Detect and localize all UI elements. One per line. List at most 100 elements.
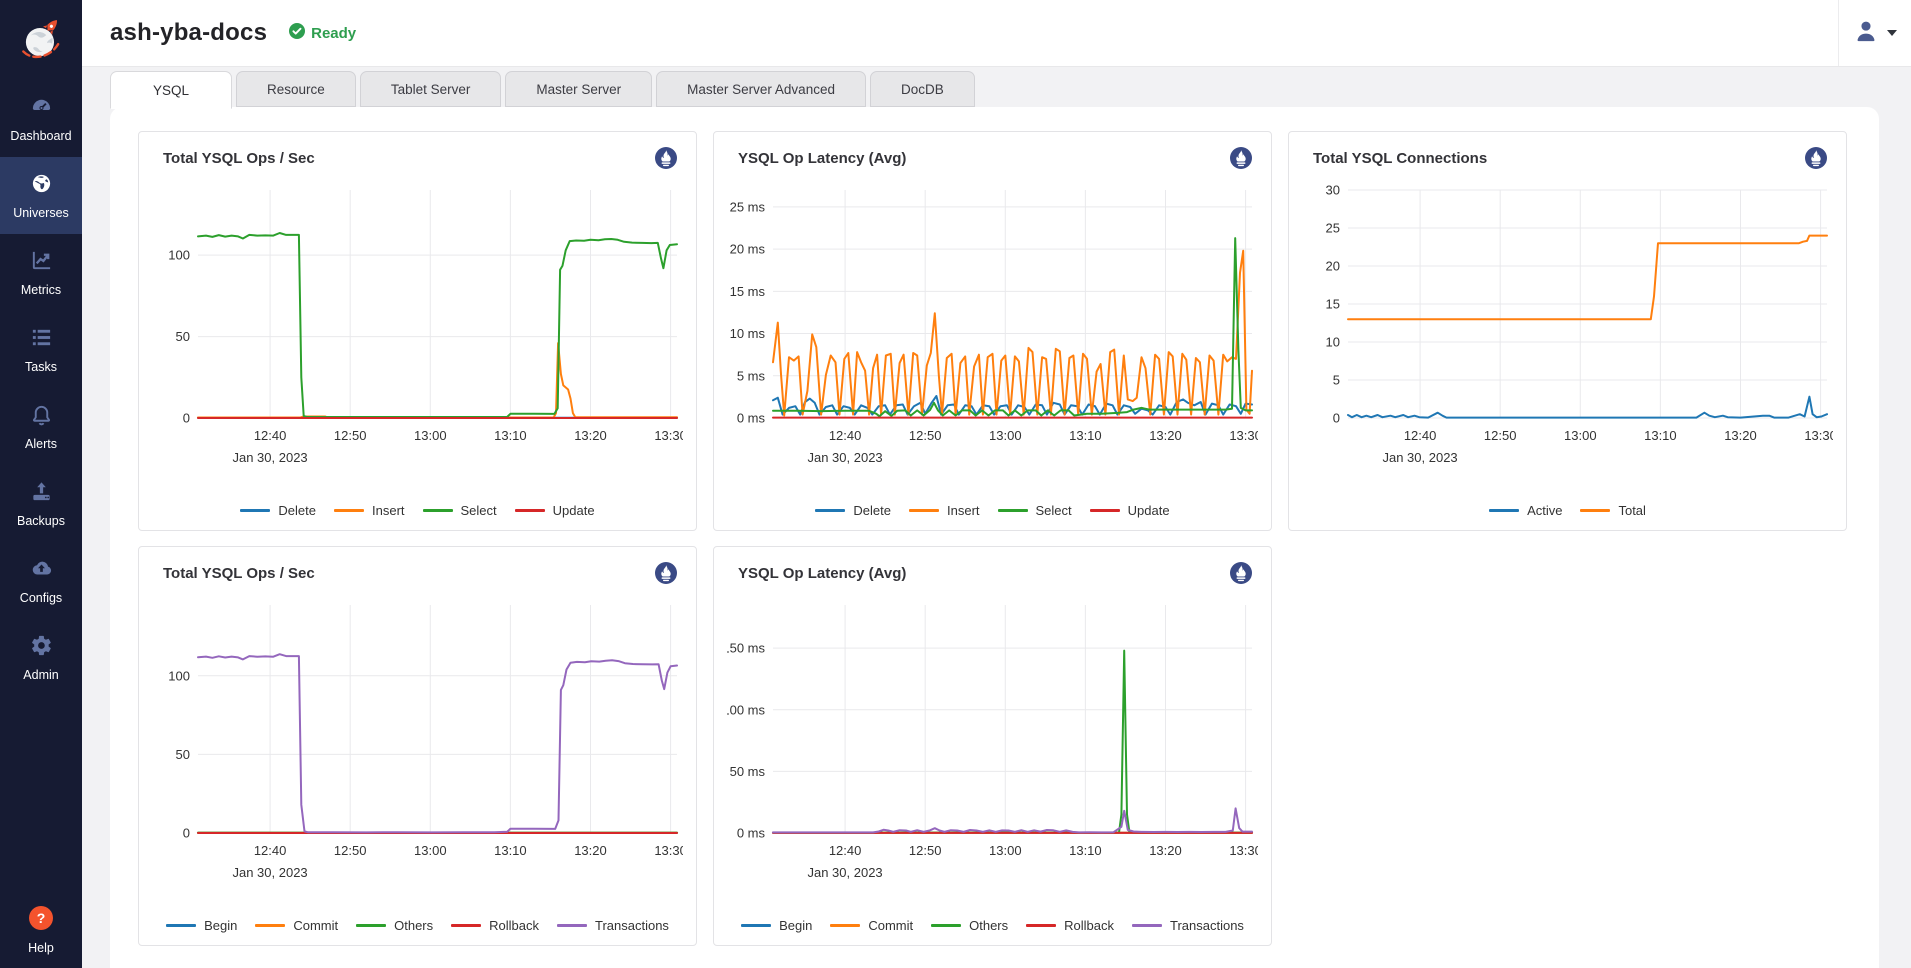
sidebar-item-alerts[interactable]: Alerts [0, 388, 82, 465]
svg-text:10: 10 [1326, 335, 1340, 350]
tab-panel: Total YSQL Ops / Sec 05010012:4012:5013:… [110, 107, 1879, 968]
prometheus-icon[interactable] [654, 561, 678, 585]
legend-item-others[interactable]: Others [931, 918, 1008, 933]
universe-title: ash-yba-docs [110, 19, 267, 47]
svg-text:13:30: 13:30 [1804, 428, 1833, 443]
metrics-icon [30, 249, 53, 277]
svg-text:5: 5 [1333, 373, 1340, 388]
legend-swatch [557, 924, 587, 927]
legend-item-insert[interactable]: Insert [334, 503, 405, 518]
sidebar-item-metrics[interactable]: Metrics [0, 234, 82, 311]
app-logo-icon[interactable] [0, 0, 82, 80]
legend-swatch [255, 924, 285, 927]
svg-text:5 ms: 5 ms [737, 368, 766, 383]
legend-item-active[interactable]: Active [1489, 503, 1562, 518]
svg-text:13:20: 13:20 [574, 428, 607, 443]
sidebar-item-label: Tasks [25, 360, 57, 374]
legend-item-transactions[interactable]: Transactions [557, 918, 669, 933]
chart-plot-area[interactable]: 05101520253012:4012:5013:0013:1013:2013:… [1302, 182, 1833, 482]
chart-plot-area[interactable]: 0 ms5 ms10 ms15 ms20 ms25 ms12:4012:5013… [727, 182, 1258, 482]
legend-item-select[interactable]: Select [423, 503, 497, 518]
legend-item-select[interactable]: Select [998, 503, 1072, 518]
chart-plot-area[interactable]: 0 ms50 ms100 ms150 ms12:4012:5013:0013:1… [727, 597, 1258, 897]
sidebar-item-dashboard[interactable]: Dashboard [0, 80, 82, 157]
prometheus-icon[interactable] [1229, 561, 1253, 585]
prometheus-icon[interactable] [654, 146, 678, 170]
svg-text:13:00: 13:00 [414, 428, 447, 443]
svg-text:13:20: 13:20 [1149, 843, 1182, 858]
svg-text:Jan 30, 2023: Jan 30, 2023 [232, 450, 307, 465]
sidebar-item-admin[interactable]: Admin [0, 619, 82, 696]
svg-text:15 ms: 15 ms [730, 284, 766, 299]
svg-text:20 ms: 20 ms [730, 242, 766, 257]
svg-text:Jan 30, 2023: Jan 30, 2023 [807, 450, 882, 465]
sidebar-item-universes[interactable]: Universes [0, 157, 82, 234]
chart-card-ysql-txn-latency: YSQL Op Latency (Avg) 0 ms50 ms100 ms150… [713, 546, 1272, 946]
legend-item-commit[interactable]: Commit [830, 918, 913, 933]
legend-item-transactions[interactable]: Transactions [1132, 918, 1244, 933]
legend-swatch [931, 924, 961, 927]
svg-text:13:20: 13:20 [1724, 428, 1757, 443]
sidebar-item-help[interactable]: ? Help [0, 898, 82, 962]
svg-text:12:50: 12:50 [909, 843, 942, 858]
legend-item-delete[interactable]: Delete [240, 503, 316, 518]
legend-item-total[interactable]: Total [1580, 503, 1645, 518]
legend-item-begin[interactable]: Begin [741, 918, 812, 933]
sidebar-item-configs[interactable]: Configs [0, 542, 82, 619]
metrics-tabs: YSQL Resource Tablet Server Master Serve… [82, 67, 1911, 107]
tab-resource[interactable]: Resource [236, 71, 356, 107]
legend-item-update[interactable]: Update [1090, 503, 1170, 518]
svg-text:12:40: 12:40 [254, 428, 287, 443]
prometheus-icon[interactable] [1804, 146, 1828, 170]
tab-master-server[interactable]: Master Server [505, 71, 652, 107]
chart-legend: Delete Insert Select Update [139, 503, 696, 518]
chart-plot-area[interactable]: 05010012:4012:5013:0013:1013:2013:30Jan … [152, 597, 683, 897]
status-badge: Ready [289, 23, 356, 44]
tab-ysql[interactable]: YSQL [110, 71, 232, 109]
help-icon: ? [28, 905, 54, 936]
legend-item-rollback[interactable]: Rollback [451, 918, 539, 933]
top-header: ash-yba-docs Ready [82, 0, 1911, 67]
legend-item-update[interactable]: Update [515, 503, 595, 518]
svg-text:13:30: 13:30 [654, 428, 683, 443]
legend-item-delete[interactable]: Delete [815, 503, 891, 518]
legend-swatch [830, 924, 860, 927]
svg-text:150 ms: 150 ms [727, 641, 765, 656]
chart-legend: Begin Commit Others Rollback Transactions [714, 918, 1271, 933]
svg-text:12:50: 12:50 [334, 428, 367, 443]
sidebar-item-label: Help [28, 941, 54, 955]
tab-tablet-server[interactable]: Tablet Server [360, 71, 502, 107]
user-menu[interactable] [1838, 0, 1911, 66]
svg-text:50: 50 [176, 747, 190, 762]
legend-swatch [240, 509, 270, 512]
prometheus-icon[interactable] [1229, 146, 1253, 170]
legend-swatch [998, 509, 1028, 512]
tab-master-server-advanced[interactable]: Master Server Advanced [656, 71, 866, 107]
svg-text:13:30: 13:30 [1229, 428, 1258, 443]
svg-text:12:40: 12:40 [829, 428, 862, 443]
svg-text:0 ms: 0 ms [737, 826, 766, 841]
tab-docdb[interactable]: DocDB [870, 71, 975, 107]
legend-label: Select [461, 503, 497, 518]
svg-text:13:00: 13:00 [989, 843, 1022, 858]
legend-item-others[interactable]: Others [356, 918, 433, 933]
svg-text:25 ms: 25 ms [730, 199, 766, 214]
svg-text:0 ms: 0 ms [737, 411, 766, 426]
svg-text:12:40: 12:40 [1404, 428, 1437, 443]
legend-item-insert[interactable]: Insert [909, 503, 980, 518]
legend-item-commit[interactable]: Commit [255, 918, 338, 933]
chart-plot-area[interactable]: 05010012:4012:5013:0013:1013:2013:30Jan … [152, 182, 683, 482]
svg-text:50 ms: 50 ms [730, 764, 766, 779]
sidebar-item-backups[interactable]: Backups [0, 465, 82, 542]
legend-label: Update [1128, 503, 1170, 518]
sidebar-item-tasks[interactable]: Tasks [0, 311, 82, 388]
svg-text:13:10: 13:10 [1069, 428, 1102, 443]
chart-card-ysql-op-latency: YSQL Op Latency (Avg) 0 ms5 ms10 ms15 ms… [713, 131, 1272, 531]
svg-text:100: 100 [168, 668, 190, 683]
svg-text:?: ? [37, 910, 46, 926]
legend-label: Transactions [595, 918, 669, 933]
legend-swatch [334, 509, 364, 512]
legend-item-rollback[interactable]: Rollback [1026, 918, 1114, 933]
svg-text:12:50: 12:50 [909, 428, 942, 443]
legend-item-begin[interactable]: Begin [166, 918, 237, 933]
